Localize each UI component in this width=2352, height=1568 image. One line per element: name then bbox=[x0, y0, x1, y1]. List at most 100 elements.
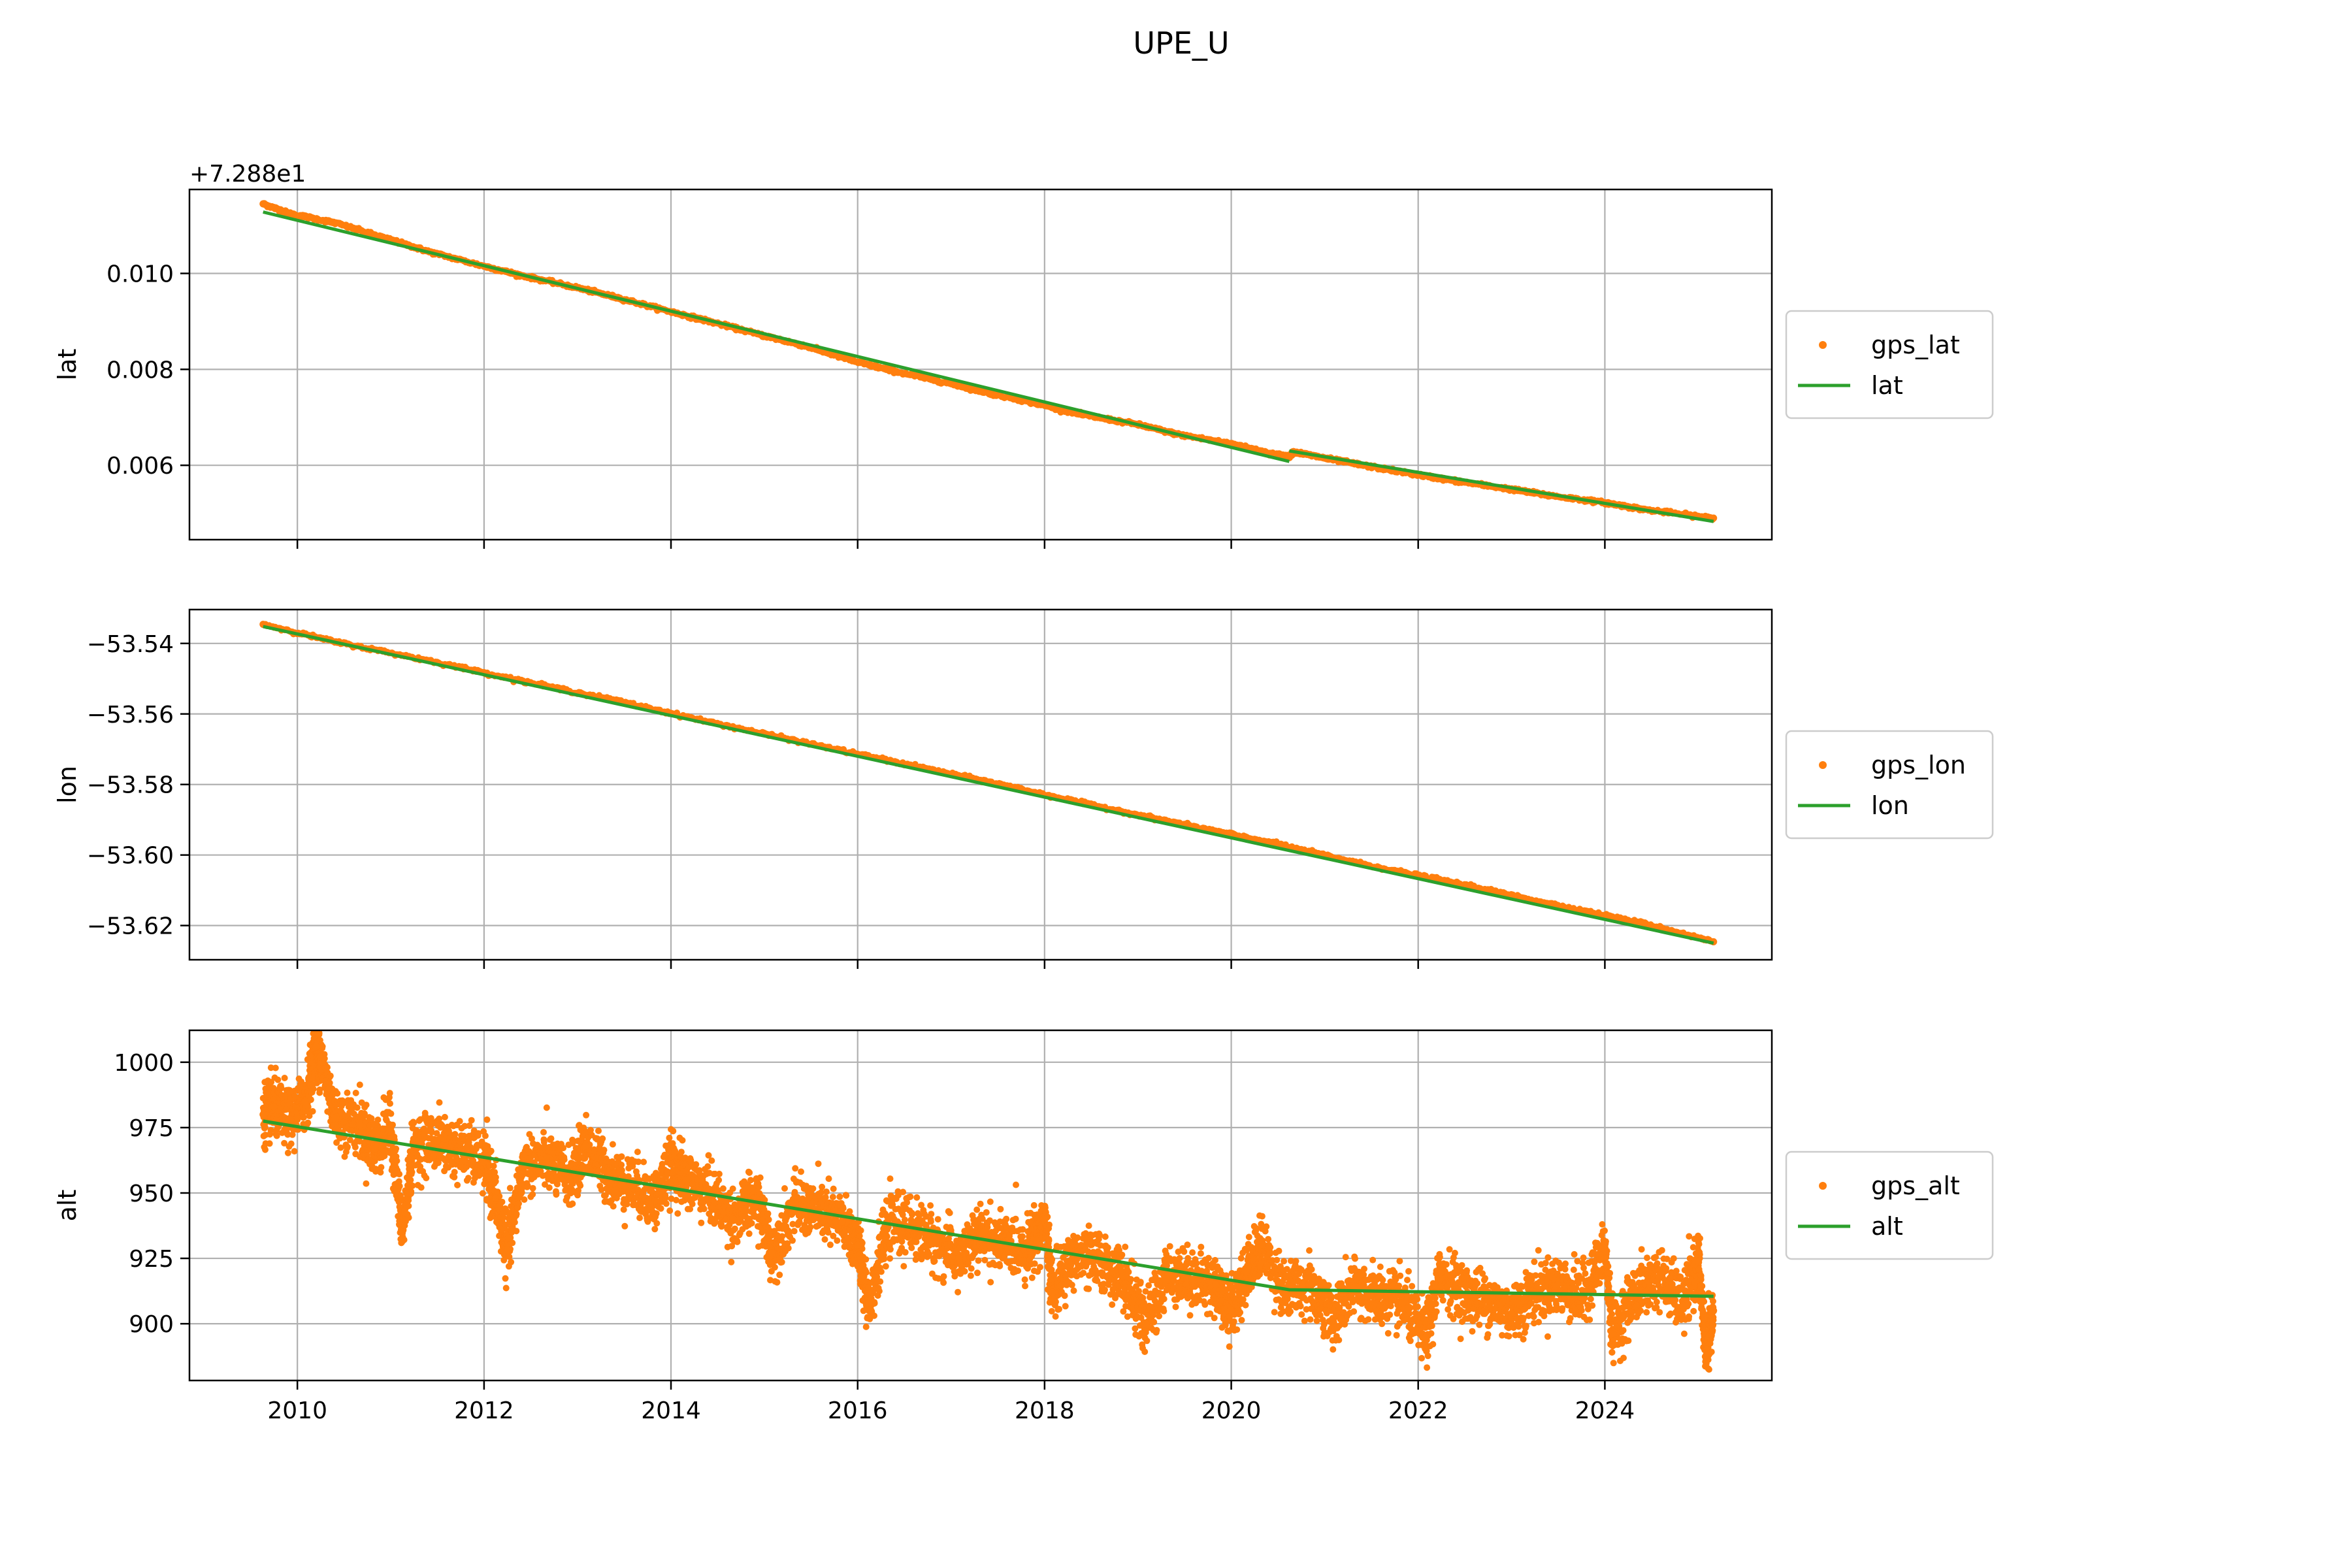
point-gps_alt bbox=[309, 1108, 316, 1115]
series-lat-segment-0 bbox=[263, 210, 1290, 463]
point-gps_alt bbox=[310, 1085, 317, 1092]
point-gps_alt bbox=[600, 1147, 608, 1154]
point-gps_alt bbox=[378, 1164, 385, 1171]
point-gps_alt bbox=[281, 1139, 288, 1147]
point-gps_lat-2 bbox=[332, 219, 340, 227]
point-gps_alt bbox=[387, 1110, 395, 1117]
point-gps_alt bbox=[356, 1081, 363, 1088]
point-gps_alt bbox=[491, 1169, 498, 1176]
point-gps_alt bbox=[281, 1075, 288, 1081]
point-gps_alt bbox=[587, 1126, 594, 1134]
point-gps_alt bbox=[410, 1119, 417, 1126]
point-gps_alt bbox=[346, 1136, 353, 1143]
point-gps_alt bbox=[304, 1119, 312, 1126]
y-axis-label-lon: lon bbox=[53, 766, 82, 804]
legend-marker-gps_lon bbox=[1819, 761, 1827, 769]
point-gps_alt bbox=[547, 1135, 555, 1142]
point-gps_alt bbox=[344, 1143, 351, 1151]
point-gps_alt bbox=[356, 1138, 363, 1145]
point-gps_alt bbox=[405, 1202, 412, 1209]
point-gps_alt bbox=[511, 1218, 518, 1226]
point-gps_alt bbox=[372, 1166, 380, 1173]
point-gps_lon-11 bbox=[1266, 838, 1274, 846]
point-gps_alt bbox=[436, 1115, 443, 1122]
point-gps_alt bbox=[387, 1100, 393, 1107]
point-gps_alt bbox=[446, 1130, 453, 1137]
point-gps_alt bbox=[569, 1139, 576, 1147]
point-gps_alt bbox=[468, 1117, 475, 1124]
point-gps_alt bbox=[575, 1187, 581, 1194]
point-gps_alt bbox=[595, 1167, 602, 1174]
point-gps_alt bbox=[521, 1196, 528, 1203]
point-gps_alt bbox=[352, 1089, 359, 1096]
point-gps_alt bbox=[540, 1129, 547, 1135]
point-gps_alt bbox=[569, 1200, 576, 1207]
point-gps_alt bbox=[513, 1211, 520, 1218]
legend-box-lat bbox=[1785, 310, 1994, 419]
point-gps_alt bbox=[482, 1132, 489, 1139]
point-gps_alt bbox=[529, 1191, 536, 1198]
point-gps_alt bbox=[272, 1064, 279, 1071]
y-tick-label-1: −53.60 bbox=[87, 843, 174, 870]
point-gps_alt bbox=[546, 1184, 553, 1191]
point-gps_lon-15 bbox=[1640, 919, 1648, 927]
point-gps_alt bbox=[502, 1284, 510, 1292]
point-gps_alt bbox=[436, 1099, 443, 1106]
point-gps_alt bbox=[483, 1116, 491, 1123]
point-gps_alt bbox=[289, 1131, 296, 1138]
point-gps_alt bbox=[524, 1182, 531, 1189]
legend-label-gps_lon: gps_lon bbox=[1871, 751, 1966, 779]
point-gps_alt bbox=[353, 1104, 361, 1111]
point-gps_lat-1 bbox=[286, 210, 293, 218]
point-gps_alt bbox=[475, 1130, 482, 1137]
point-gps_alt bbox=[278, 1085, 285, 1092]
point-gps_alt bbox=[465, 1175, 472, 1182]
point-gps_alt bbox=[529, 1135, 535, 1142]
point-gps_alt bbox=[268, 1079, 275, 1086]
point-gps_alt bbox=[300, 1114, 307, 1121]
point-gps_lat-13 bbox=[854, 358, 862, 366]
point-gps_alt bbox=[267, 1126, 274, 1134]
point-gps_alt bbox=[599, 1135, 606, 1142]
point-gps_lat-16 bbox=[986, 389, 994, 397]
point-gps_lat-0 bbox=[259, 200, 267, 208]
plot-area-lon bbox=[259, 621, 1718, 945]
point-gps_alt bbox=[304, 1103, 312, 1111]
point-gps_alt bbox=[461, 1122, 468, 1130]
y-tick-label-2: 0.010 bbox=[106, 261, 174, 287]
y-tick-label-1: 0.008 bbox=[106, 357, 174, 384]
point-gps_alt bbox=[363, 1102, 370, 1109]
point-gps_alt bbox=[368, 1115, 375, 1122]
point-gps_alt bbox=[429, 1129, 435, 1136]
offset-text-lat: +7.288e1 bbox=[189, 161, 306, 188]
point-gps_alt bbox=[344, 1089, 351, 1096]
point-gps_alt bbox=[506, 1184, 514, 1192]
point-gps_alt bbox=[454, 1181, 461, 1188]
point-gps_alt bbox=[407, 1177, 414, 1184]
point-gps_alt bbox=[498, 1198, 506, 1205]
point-gps_alt bbox=[266, 1140, 273, 1147]
point-gps_alt bbox=[518, 1189, 525, 1196]
panel-alt: 2010 2012 2014 2016 2018 2020 2022 202490092595… bbox=[53, 1029, 1994, 1424]
point-gps_alt bbox=[274, 1076, 282, 1083]
series-lat-segment-1 bbox=[1288, 449, 1714, 523]
legend-label-lon: lon bbox=[1871, 791, 1909, 820]
point-gps_alt bbox=[509, 1239, 516, 1247]
point-gps_alt bbox=[363, 1180, 370, 1187]
y-tick-label-3: −53.56 bbox=[87, 702, 174, 728]
point-gps_alt bbox=[423, 1175, 430, 1182]
point-gps_alt bbox=[377, 1169, 384, 1176]
plot-area-lat bbox=[259, 200, 1718, 523]
point-gps_lat-14 bbox=[892, 368, 900, 376]
point-gps_alt bbox=[306, 1113, 313, 1119]
point-gps_alt bbox=[400, 1236, 408, 1243]
point-gps_alt bbox=[307, 1096, 314, 1103]
point-gps_lat-15 bbox=[947, 380, 955, 387]
point-gps_alt bbox=[287, 1140, 295, 1147]
point-gps_alt bbox=[262, 1146, 269, 1153]
point-gps_alt bbox=[316, 1086, 323, 1093]
